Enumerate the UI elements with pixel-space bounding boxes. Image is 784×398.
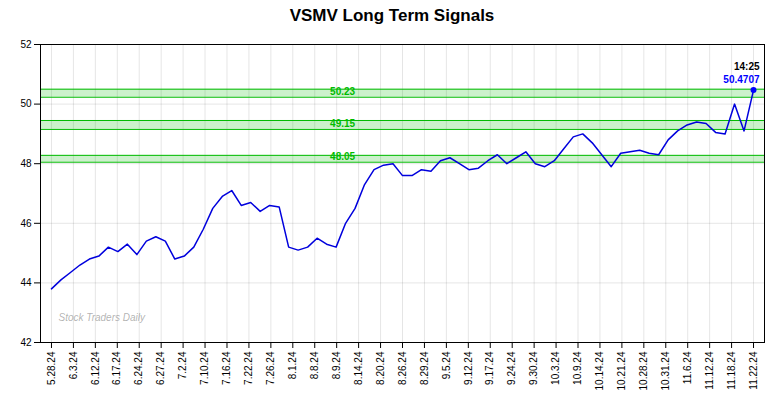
svg-text:6.3.24: 6.3.24: [68, 351, 79, 379]
svg-text:7.10.24: 7.10.24: [199, 351, 210, 385]
svg-text:7.22.24: 7.22.24: [243, 351, 254, 385]
svg-text:6.27.24: 6.27.24: [155, 351, 166, 385]
svg-text:8.1.24: 8.1.24: [287, 351, 298, 379]
svg-text:48.05: 48.05: [330, 151, 355, 162]
svg-text:50: 50: [20, 98, 32, 109]
svg-text:42: 42: [20, 337, 32, 348]
svg-text:10.31.24: 10.31.24: [660, 351, 671, 390]
svg-text:10.14.24: 10.14.24: [594, 351, 605, 390]
svg-text:44: 44: [20, 277, 32, 288]
svg-text:9.24.24: 9.24.24: [506, 351, 517, 385]
svg-text:52: 52: [20, 39, 32, 50]
svg-text:9.5.24: 9.5.24: [441, 351, 452, 379]
svg-text:6.12.24: 6.12.24: [90, 351, 101, 385]
svg-text:Stock Traders Daily: Stock Traders Daily: [59, 312, 147, 323]
svg-text:10.3.24: 10.3.24: [550, 351, 561, 385]
svg-text:9.17.24: 9.17.24: [484, 351, 495, 385]
svg-text:8.14.24: 8.14.24: [353, 351, 364, 385]
svg-text:10.21.24: 10.21.24: [616, 351, 627, 390]
svg-text:8.9.24: 8.9.24: [331, 351, 342, 379]
svg-text:11.12.24: 11.12.24: [704, 351, 715, 390]
svg-text:8.26.24: 8.26.24: [397, 351, 408, 385]
svg-text:11.18.24: 11.18.24: [726, 351, 737, 390]
svg-text:7.2.24: 7.2.24: [177, 351, 188, 379]
svg-text:6.17.24: 6.17.24: [111, 351, 122, 385]
html-text:VSMV Long Term Signals: VSMV Long Term Signals: [289, 6, 495, 25]
svg-text:11.22.24: 11.22.24: [748, 351, 759, 390]
svg-text:7.26.24: 7.26.24: [265, 351, 276, 385]
svg-text:8.8.24: 8.8.24: [309, 351, 320, 379]
svg-text:50.4707: 50.4707: [723, 74, 760, 85]
svg-text:7.16.24: 7.16.24: [221, 351, 232, 385]
svg-text:49.15: 49.15: [330, 118, 355, 129]
svg-text:10.9.24: 10.9.24: [572, 351, 583, 385]
svg-text:8.29.24: 8.29.24: [419, 351, 430, 385]
svg-text:8.20.24: 8.20.24: [375, 351, 386, 385]
svg-text:9.30.24: 9.30.24: [528, 351, 539, 385]
svg-text:14:25: 14:25: [734, 61, 760, 72]
svg-text:11.6.24: 11.6.24: [682, 351, 693, 384]
svg-text:6.24.24: 6.24.24: [133, 351, 144, 385]
svg-text:5.28.24: 5.28.24: [46, 351, 57, 385]
svg-text:48: 48: [20, 158, 32, 169]
svg-text:10.28.24: 10.28.24: [638, 351, 649, 390]
svg-text:46: 46: [20, 218, 32, 229]
svg-text:9.12.24: 9.12.24: [463, 351, 474, 385]
svg-text:50.23: 50.23: [330, 86, 355, 97]
